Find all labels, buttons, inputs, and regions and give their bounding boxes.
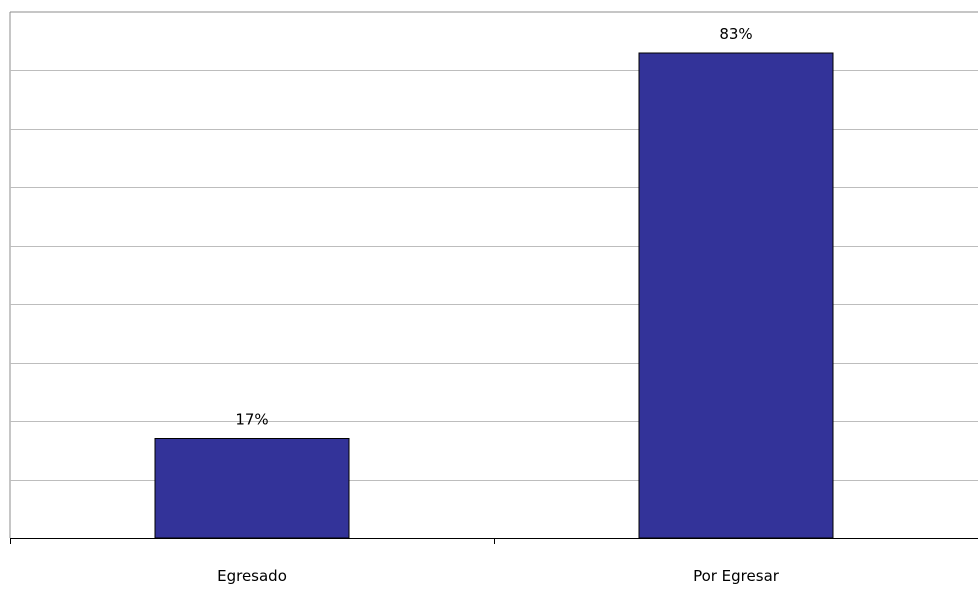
data-label: 83% bbox=[719, 25, 752, 43]
data-labels: 17% 83% bbox=[235, 25, 752, 429]
bar-por-egresar bbox=[638, 52, 834, 539]
x-axis: Egresado Por Egresar bbox=[10, 538, 978, 585]
x-tick-label: Egresado bbox=[217, 567, 287, 585]
x-tick-label: Por Egresar bbox=[693, 567, 780, 585]
bars bbox=[154, 52, 834, 539]
bar-egresado bbox=[154, 438, 350, 539]
data-label: 17% bbox=[235, 411, 268, 429]
